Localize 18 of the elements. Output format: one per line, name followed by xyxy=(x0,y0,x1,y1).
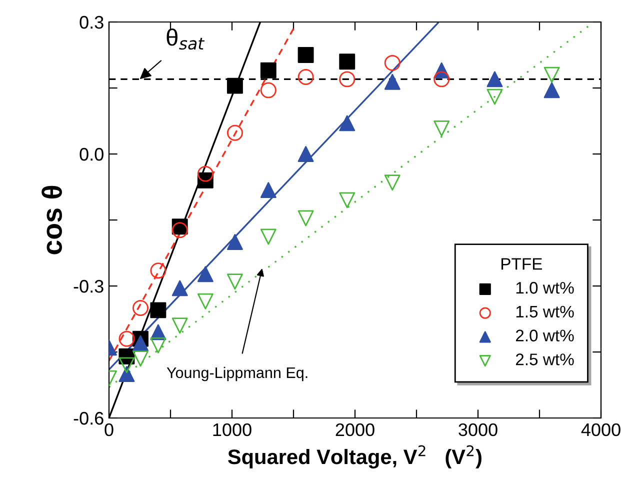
y-axis-title: cos θ xyxy=(42,186,62,254)
y-tick-label: -0.3 xyxy=(74,280,104,293)
y-tick-label: -0.6 xyxy=(74,412,104,425)
legend-label: 2.0 wt% xyxy=(516,330,574,342)
annotation: Young-Lippmann Eq. xyxy=(166,366,308,382)
x-tick-label: 3000 xyxy=(458,423,498,436)
legend-label: 2.5 wt% xyxy=(516,354,574,366)
legend-label: 1.0 wt% xyxy=(516,282,574,294)
legend-title: PTFE xyxy=(502,258,542,270)
x-tick-label: 0 xyxy=(104,423,114,436)
x-tick-label: 1000 xyxy=(213,423,252,436)
annotation: θ$_{sat}$ xyxy=(166,28,205,50)
y-tick-label: 0.0 xyxy=(80,148,104,161)
legend-label: 1.5 wt% xyxy=(516,306,574,318)
x-tick-label: 4000 xyxy=(581,423,620,436)
text: Squared Voltage, V$^{2}$ (V$^{2}$) xyxy=(228,445,482,468)
x-tick-label: 2000 xyxy=(336,423,374,436)
y-tick-label: 0.3 xyxy=(80,16,104,29)
